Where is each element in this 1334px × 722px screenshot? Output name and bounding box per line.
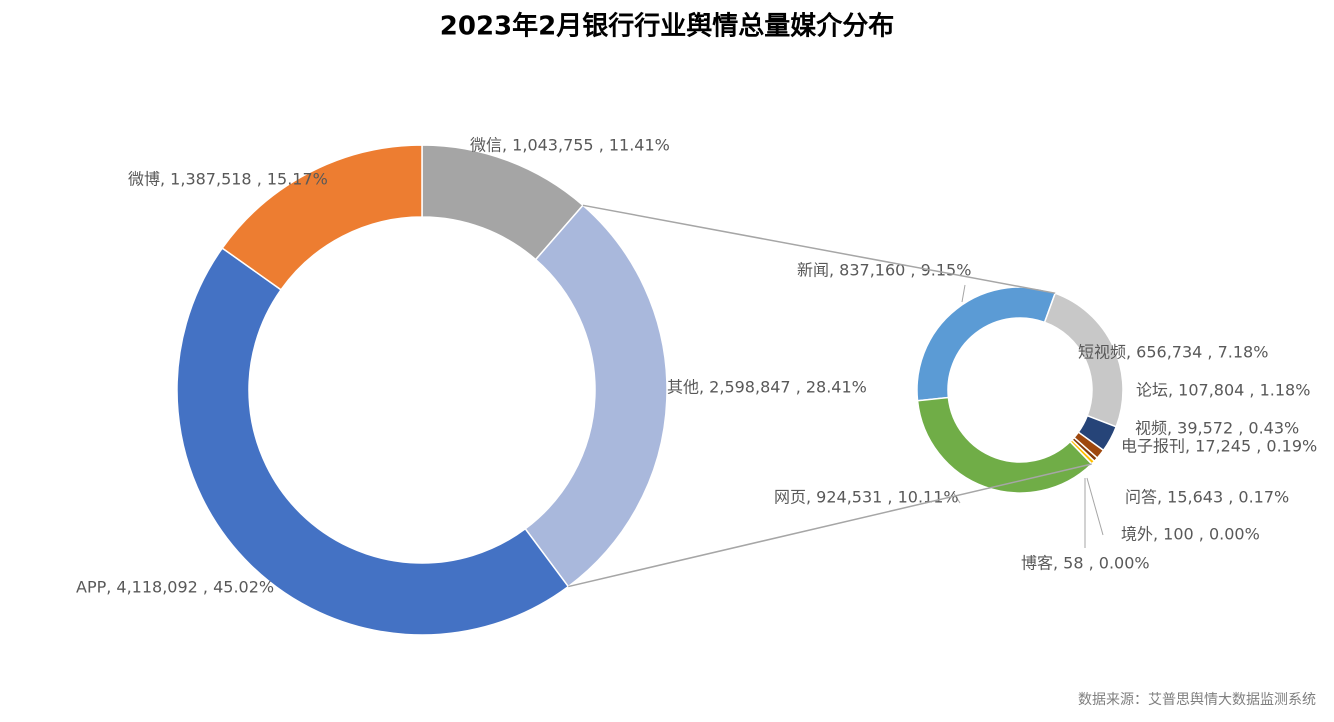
data-label: 博客, 58 , 0.00% (1021, 554, 1150, 573)
donut-segment (221, 144, 423, 291)
data-label: 微信, 1,043,755 , 11.41% (470, 136, 670, 155)
data-label: 短视频, 656,734 , 7.18% (1078, 343, 1268, 362)
leader-line (952, 491, 961, 504)
donut-segment (916, 396, 1093, 494)
leader-line (961, 284, 966, 303)
connector-line (582, 204, 1056, 294)
leader-lines (952, 284, 1104, 548)
data-label: 微博, 1,387,518 , 15.17% (128, 170, 328, 189)
donut-segment (916, 286, 1057, 402)
data-label: 论坛, 107,804 , 1.18% (1136, 381, 1310, 400)
data-label: 其他, 2,598,847 , 28.41% (667, 378, 867, 397)
source-note: 数据来源：艾普思舆情大数据监测系统 (1078, 692, 1316, 708)
data-label: 境外, 100 , 0.00% (1121, 525, 1260, 544)
chart-title: 2023年2月银行行业舆情总量媒介分布 (440, 11, 894, 42)
donut-segment (176, 247, 570, 636)
data-label: 新闻, 837,160 , 9.15% (797, 261, 971, 280)
data-label: 问答, 15,643 , 0.17% (1125, 488, 1289, 507)
data-label: 电子报刊, 17,245 , 0.19% (1121, 437, 1317, 456)
donut-segment (524, 204, 668, 588)
connector-line (568, 463, 1092, 588)
data-label: APP, 4,118,092 , 45.02% (76, 578, 274, 597)
leader-line (1086, 477, 1104, 536)
data-label: 视频, 39,572 , 0.43% (1135, 419, 1299, 438)
data-label: 网页, 924,531 , 10.11% (774, 488, 959, 507)
